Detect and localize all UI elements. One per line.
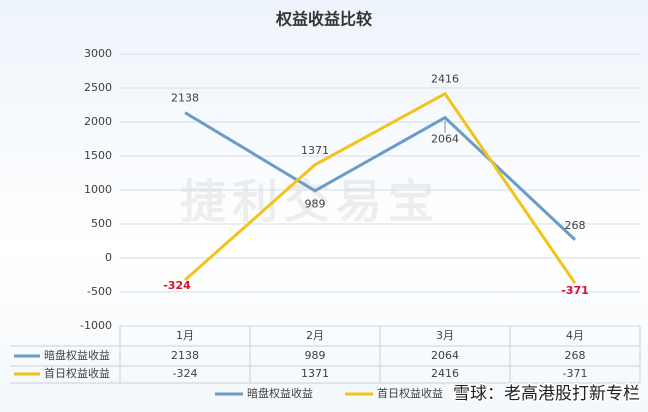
x-tick-label: 1月 [176,329,194,342]
table-value: -324 [173,367,198,380]
y-tick-label: 500 [91,217,112,230]
series-line [184,91,577,285]
table-value: 268 [565,349,586,362]
y-tick-label: 1000 [84,183,112,196]
table-value: 2138 [171,349,199,362]
data-label: 1371 [301,144,329,157]
data-label: -324 [163,279,191,292]
table-value: -371 [563,367,588,380]
y-tick-label: 2000 [84,115,112,128]
legend-label: 暗盘权益收益 [247,386,313,400]
y-tick-label: -500 [87,285,112,298]
data-label: -371 [561,284,589,297]
x-tick-label: 4月 [566,329,584,342]
y-tick-label: 2500 [84,81,112,94]
table-value: 989 [305,349,326,362]
y-tick-label: 1500 [84,149,112,162]
table-series-name: 暗盘权益收益 [44,348,110,362]
table-value: 2064 [431,349,459,362]
table-series-name: 首日权益收益 [44,366,110,380]
footer-watermark: 雪球：老高港股打新专栏 [453,384,640,404]
legend-label: 首日权益收益 [377,386,443,400]
x-tick-label: 2月 [306,329,324,342]
chart-title: 权益收益比较 [275,10,372,29]
x-tick-label: 3月 [436,329,454,342]
data-label: 268 [565,219,586,232]
data-label: 2138 [171,92,199,105]
y-tick-label: -1000 [80,319,112,332]
data-label: 989 [305,198,326,211]
table-value: 1371 [301,367,329,380]
table-value: 2416 [431,367,459,380]
y-tick-label: 0 [105,251,112,264]
watermark: 捷利交易宝 [180,175,440,229]
data-label: 2416 [431,73,459,86]
y-tick-label: 3000 [84,47,112,60]
data-label: 2064 [431,133,459,146]
series-line [184,111,577,241]
